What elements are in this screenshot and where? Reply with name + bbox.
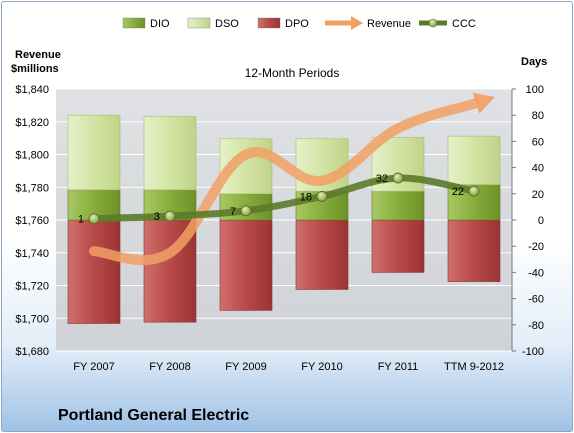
legend-swatch-dpo: [257, 17, 281, 29]
ccc-data-label: 7: [230, 206, 236, 218]
ccc-point: [88, 213, 100, 225]
ccc-series: 1 3 7 18 32 22: [78, 172, 480, 226]
legend-swatch-dso: [187, 17, 211, 29]
bar-dpo: [219, 219, 273, 311]
legend-swatch-dio: [122, 17, 146, 29]
ccc-point: [240, 205, 252, 217]
bar-dpo: [371, 219, 425, 273]
legend-label-revenue: Revenue: [367, 18, 411, 30]
category-label: TTM 9-2012: [444, 361, 504, 373]
category-label: FY 2007: [73, 361, 114, 373]
left-axis-tick-label: $1,840: [15, 84, 49, 96]
ccc-point: [468, 185, 480, 197]
revenue-arrowhead: [472, 92, 495, 114]
ccc-data-label: 3: [154, 211, 160, 223]
ccc-data-label: 18: [300, 191, 312, 203]
revenue-series: [89, 92, 495, 266]
bar-dpo: [447, 219, 501, 282]
chart-title: 12-Month Periods: [245, 66, 340, 80]
ccc-point: [316, 191, 328, 202]
company-name: Portland General Electric: [58, 407, 250, 424]
legend-label-dso: DSO: [215, 18, 239, 30]
legend: DIO DSO DPO Revenue CCC: [122, 16, 476, 30]
legend-label-dpo: DPO: [285, 18, 309, 30]
left-axis-title-line1: Revenue: [15, 49, 61, 61]
right-axis-tick-label: -60: [528, 294, 544, 306]
category-label: FY 2011: [378, 361, 419, 373]
category-label: FY 2010: [301, 361, 342, 373]
left-axis-tick-label: $1,680: [15, 346, 49, 358]
right-axis-tick-label: 20: [532, 189, 544, 201]
ccc-line: [90, 174, 478, 223]
legend-label-dio: DIO: [150, 18, 170, 30]
left-axis-tick-label: $1,800: [15, 150, 49, 162]
left-axis-tick-label: $1,740: [15, 248, 49, 260]
ccc-data-label: 22: [452, 186, 464, 198]
left-axis-tick-label: $1,760: [15, 215, 49, 227]
right-axis-tick-label: 60: [532, 136, 544, 148]
ccc-data-label: 1: [78, 214, 84, 226]
right-axis-tick-label: 100: [526, 84, 544, 96]
category-label: FY 2008: [149, 361, 190, 373]
right-axis-tick-label: 0: [538, 215, 544, 227]
right-axis-tick-label: -100: [522, 346, 544, 358]
gridlines: [56, 88, 512, 352]
right-axis-title: Days: [521, 56, 547, 68]
bar-dso: [67, 114, 121, 191]
right-axis-tick-label: 40: [532, 163, 544, 175]
legend-arrowhead: [351, 16, 363, 30]
ccc-point: [164, 210, 176, 222]
legend-label-ccc: CCC: [452, 18, 476, 30]
left-axis-tick-label: $1,700: [15, 313, 49, 325]
axes: $1,680 $1,700 $1,720 $1,740 $1,760 $1,780 $1,8…: [15, 84, 544, 373]
legend-marker: [428, 18, 438, 28]
bar-dio: [371, 190, 425, 221]
category-label: FY 2009: [225, 361, 266, 373]
bar-dso: [143, 116, 197, 191]
left-axis-tick-label: $1,820: [15, 117, 49, 129]
right-axis-tick-label: -80: [528, 320, 544, 332]
bar-dpo: [295, 219, 349, 290]
ccc-point: [392, 172, 404, 184]
bar-dpo: [67, 219, 121, 324]
right-axis-tick-label: -40: [528, 267, 544, 279]
ccc-data-label: 32: [376, 173, 388, 185]
bar-dso: [447, 135, 501, 185]
left-axis-tick-label: $1,780: [15, 182, 49, 194]
left-axis-title-line2: $millions: [11, 63, 59, 75]
left-axis-tick-label: $1,720: [15, 281, 49, 293]
right-axis-tick-label: 80: [532, 110, 544, 122]
right-axis-tick-label: -20: [528, 241, 544, 253]
